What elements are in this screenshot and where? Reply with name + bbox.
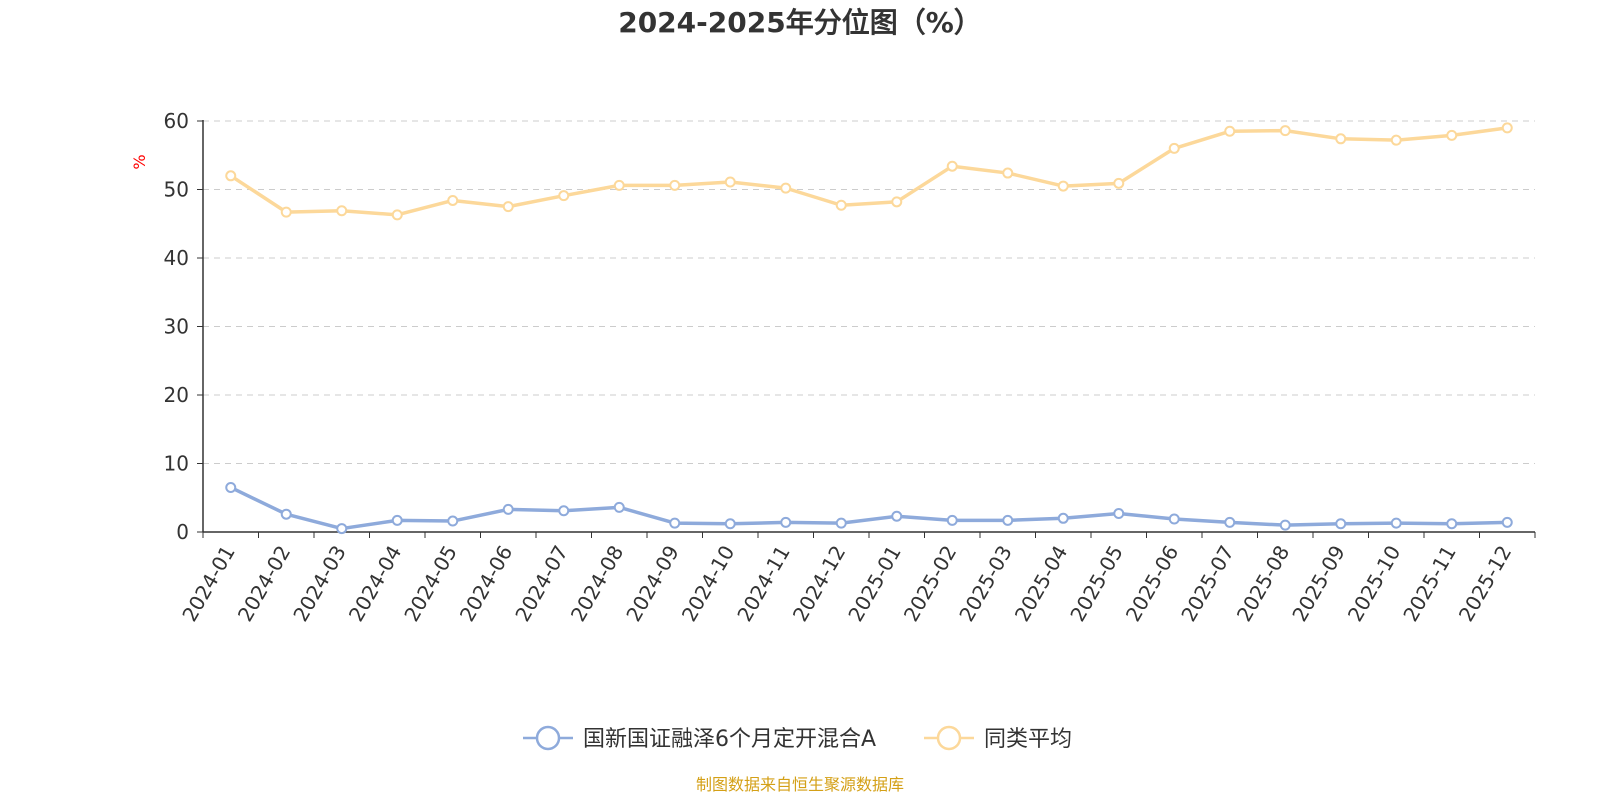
data-point[interactable] bbox=[225, 170, 237, 182]
data-point[interactable] bbox=[225, 481, 237, 493]
data-point[interactable] bbox=[780, 516, 792, 528]
data-point[interactable] bbox=[1390, 517, 1402, 529]
data-point[interactable] bbox=[1279, 125, 1291, 137]
legend-marker[interactable] bbox=[535, 725, 561, 751]
y-tick-label: 50 bbox=[164, 178, 189, 202]
data-point[interactable] bbox=[1446, 129, 1458, 141]
data-point[interactable] bbox=[835, 517, 847, 529]
series-group bbox=[225, 122, 1513, 535]
x-tick-label: 2025-04 bbox=[1010, 541, 1073, 625]
y-tick-labels: 0 10 20 30 40 50 60 bbox=[164, 109, 189, 544]
x-tick-label: 2025-03 bbox=[954, 541, 1017, 625]
data-point[interactable] bbox=[1390, 134, 1402, 146]
data-point[interactable] bbox=[280, 508, 292, 520]
data-point[interactable] bbox=[502, 503, 514, 515]
x-tick-label: 2025-07 bbox=[1176, 541, 1239, 625]
chart-title: 2024-2025年分位图（%） bbox=[618, 6, 982, 39]
data-point[interactable] bbox=[336, 205, 348, 217]
data-point[interactable] bbox=[1501, 122, 1513, 134]
x-tick-label: 2025-08 bbox=[1232, 541, 1295, 625]
data-point[interactable] bbox=[447, 194, 459, 206]
data-point[interactable] bbox=[502, 201, 514, 213]
data-point[interactable] bbox=[1501, 516, 1513, 528]
data-point[interactable] bbox=[558, 190, 570, 202]
x-tick-label: 2025-11 bbox=[1398, 541, 1461, 625]
y-tick-label: 10 bbox=[164, 452, 189, 476]
data-point[interactable] bbox=[891, 196, 903, 208]
x-tick-label: 2024-04 bbox=[344, 541, 407, 625]
data-point[interactable] bbox=[724, 518, 736, 530]
legend-marker[interactable] bbox=[936, 725, 962, 751]
data-point[interactable] bbox=[613, 179, 625, 191]
axes bbox=[197, 120, 1536, 538]
x-tick-label: 2024-01 bbox=[177, 541, 240, 625]
x-tick-label: 2024-03 bbox=[288, 541, 351, 625]
y-tick-label: 20 bbox=[164, 383, 189, 407]
data-source-note: 制图数据来自恒生聚源数据库 bbox=[696, 775, 904, 794]
x-tick-label: 2025-10 bbox=[1343, 541, 1406, 625]
y-tick-label: 30 bbox=[164, 315, 189, 339]
data-point[interactable] bbox=[946, 514, 958, 526]
x-tick-label: 2024-10 bbox=[677, 541, 740, 625]
data-point[interactable] bbox=[891, 510, 903, 522]
data-point[interactable] bbox=[1057, 180, 1069, 192]
y-tick-label: 60 bbox=[164, 109, 189, 133]
data-point[interactable] bbox=[669, 517, 681, 529]
data-point[interactable] bbox=[447, 515, 459, 527]
data-point[interactable] bbox=[1113, 508, 1125, 520]
y-axis-label: % bbox=[130, 154, 149, 169]
legend-label[interactable]: 同类平均 bbox=[984, 727, 1072, 752]
y-tick-label: 0 bbox=[176, 520, 189, 544]
data-point[interactable] bbox=[835, 199, 847, 211]
data-point[interactable] bbox=[1335, 133, 1347, 145]
data-point[interactable] bbox=[1113, 177, 1125, 189]
x-tick-label: 2024-09 bbox=[621, 541, 684, 625]
x-tick-label: 2025-05 bbox=[1065, 541, 1128, 625]
data-point[interactable] bbox=[613, 501, 625, 513]
series-line bbox=[229, 485, 1508, 531]
x-tick-label: 2024-12 bbox=[788, 541, 851, 625]
x-tick-label: 2025-12 bbox=[1454, 541, 1517, 625]
x-tick-label: 2025-06 bbox=[1121, 541, 1184, 625]
data-point[interactable] bbox=[1335, 518, 1347, 530]
data-point[interactable] bbox=[558, 505, 570, 517]
series-line bbox=[229, 126, 1508, 217]
x-tick-label: 2024-07 bbox=[510, 541, 573, 625]
x-tick-label: 2024-02 bbox=[233, 541, 296, 625]
data-point[interactable] bbox=[669, 179, 681, 191]
data-point[interactable] bbox=[780, 182, 792, 194]
data-point[interactable] bbox=[1057, 512, 1069, 524]
data-point[interactable] bbox=[1446, 518, 1458, 530]
x-tick-label: 2025-02 bbox=[899, 541, 962, 625]
x-tick-label: 2024-06 bbox=[455, 541, 518, 625]
data-point[interactable] bbox=[391, 209, 403, 221]
x-tick-label: 2024-05 bbox=[399, 541, 462, 625]
data-point[interactable] bbox=[336, 523, 348, 535]
legend: 国新国证融泽6个月定开混合A 同类平均 bbox=[523, 725, 1072, 752]
data-point[interactable] bbox=[1168, 142, 1180, 154]
data-point[interactable] bbox=[280, 206, 292, 218]
y-tick-label: 40 bbox=[164, 246, 189, 270]
data-point[interactable] bbox=[1224, 125, 1236, 137]
x-tick-label: 2024-11 bbox=[732, 541, 795, 625]
grid-lines bbox=[203, 120, 1535, 464]
x-tick-label: 2025-09 bbox=[1287, 541, 1350, 625]
data-point[interactable] bbox=[724, 176, 736, 188]
data-point[interactable] bbox=[1002, 514, 1014, 526]
data-point[interactable] bbox=[946, 160, 958, 172]
data-point[interactable] bbox=[1279, 519, 1291, 531]
data-point[interactable] bbox=[391, 514, 403, 526]
data-point[interactable] bbox=[1168, 513, 1180, 525]
x-tick-label: 2024-08 bbox=[566, 541, 629, 625]
x-tick-labels: 2024-012024-022024-032024-042024-052024-… bbox=[177, 541, 1516, 625]
legend-label[interactable]: 国新国证融泽6个月定开混合A bbox=[583, 727, 876, 752]
data-point[interactable] bbox=[1224, 516, 1236, 528]
data-point[interactable] bbox=[1002, 167, 1014, 179]
x-tick-label: 2025-01 bbox=[843, 541, 906, 625]
